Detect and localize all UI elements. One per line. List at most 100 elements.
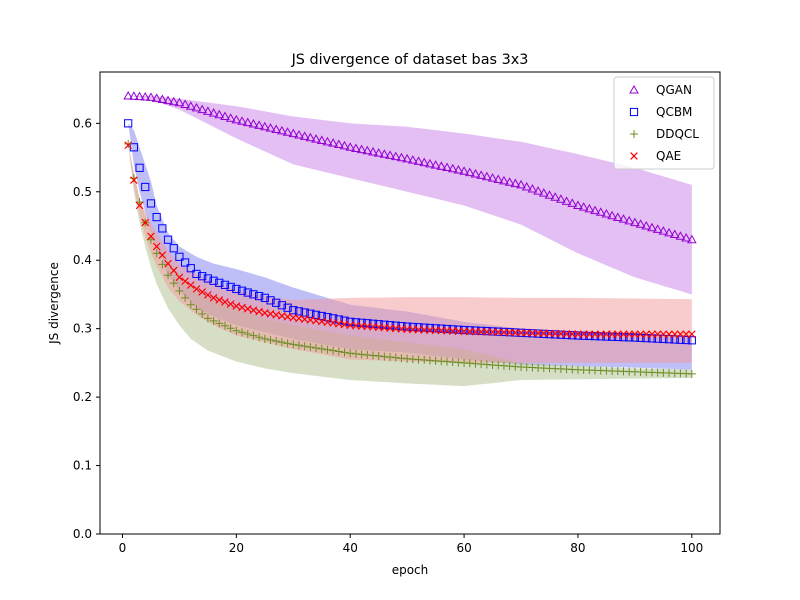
data-point-ddqcl (289, 340, 298, 349)
data-point-ddqcl (368, 351, 377, 360)
legend-item-ddqcl: DDQCL (630, 127, 699, 141)
data-point-qcbm (203, 274, 212, 283)
data-point-qgan (339, 140, 350, 150)
data-point-qae (147, 232, 155, 241)
data-point-qae (192, 285, 201, 293)
data-point-qcbm (243, 288, 252, 297)
data-point-qgan (578, 202, 589, 211)
data-point-qgan (550, 192, 561, 201)
data-point-qae (557, 329, 565, 338)
data-point-qgan (197, 104, 208, 114)
data-point-qae (619, 330, 628, 338)
data-point-qae (602, 330, 611, 338)
data-point-qcbm (539, 329, 548, 338)
data-point-qgan (561, 196, 572, 205)
data-point-qgan (316, 135, 327, 144)
data-point-qgan (146, 92, 156, 101)
data-point-qae (471, 327, 480, 336)
data-point-qgan (413, 156, 424, 165)
data-point-qgan (544, 190, 555, 199)
data-point-qcbm (494, 327, 503, 336)
data-point-qgan (658, 226, 669, 235)
data-point-ddqcl (169, 279, 178, 288)
data-point-qae (613, 330, 622, 338)
data-point-qgan (686, 234, 697, 244)
data-point-qcbm (289, 306, 298, 315)
data-point-qae (238, 303, 246, 312)
x-axis: 0 20 40 60 80 100 (119, 534, 703, 555)
data-point-ddqcl (203, 314, 212, 323)
data-point-ddqcl (255, 333, 264, 342)
data-point-qgan (436, 161, 447, 170)
data-point-qgan (453, 165, 464, 174)
series-ddqcl (124, 139, 696, 378)
data-point-ddqcl (312, 343, 321, 352)
data-point-qgan (288, 128, 299, 138)
data-point-qae (226, 300, 235, 308)
data-point-qae (164, 259, 172, 268)
data-point-qcbm (505, 328, 514, 337)
data-point-ddqcl (351, 349, 360, 358)
data-point-qae (403, 325, 411, 334)
y-tick-label: 0.6 (73, 116, 92, 130)
band-qae (128, 145, 692, 363)
data-point-qgan (333, 139, 344, 149)
data-point-qae (443, 326, 451, 335)
data-point-qae (409, 325, 417, 334)
data-point-qgan (299, 131, 310, 140)
data-point-qgan (567, 198, 578, 207)
data-point-qcbm (653, 334, 662, 343)
data-point-qgan (362, 145, 373, 155)
data-point-qcbm (294, 307, 304, 316)
data-point-qae (477, 327, 485, 336)
data-point-qcbm (124, 119, 133, 128)
data-point-qcbm (528, 329, 537, 338)
x-tick-label: 80 (570, 541, 585, 555)
y-axis: 0.0 0.1 0.2 0.3 0.4 0.5 0.6 (73, 116, 100, 541)
data-point-ddqcl (300, 342, 309, 351)
x-axis-label: epoch (392, 563, 429, 577)
data-point-qae (414, 325, 423, 334)
data-point-qgan (277, 125, 287, 135)
data-point-qcbm (477, 326, 486, 335)
data-point-qgan (493, 174, 504, 183)
data-point-ddqcl (215, 319, 224, 328)
data-point-qgan (322, 136, 333, 146)
data-point-qae (642, 330, 651, 338)
data-point-qcbm (277, 301, 287, 310)
data-point-qgan (669, 229, 680, 239)
legend-box (613, 76, 715, 170)
data-point-qgan (447, 163, 458, 173)
x-tick-label: 20 (229, 541, 244, 555)
data-point-qae (255, 307, 263, 316)
band-qgan (128, 95, 692, 295)
data-point-qgan (248, 119, 259, 128)
data-point-qcbm (682, 335, 691, 345)
data-point-qgan (271, 124, 282, 133)
data-point-qae (483, 328, 491, 336)
data-point-qcbm (215, 278, 224, 287)
data-point-qae (249, 306, 258, 315)
data-point-qae (591, 330, 599, 338)
data-point-qcbm (488, 327, 497, 336)
data-point-ddqcl (283, 339, 292, 348)
chart-title: JS divergence of dataset bas 3x3 (291, 52, 529, 68)
data-point-qgan (641, 220, 652, 230)
data-point-qcbm (249, 290, 258, 299)
data-point-qae (460, 327, 468, 336)
data-point-qgan (630, 217, 640, 227)
data-point-qcbm (306, 309, 315, 318)
data-point-ddqcl (334, 347, 343, 356)
data-point-qgan (590, 205, 600, 215)
data-point-qcbm (198, 272, 207, 281)
y-tick-label: 0.3 (73, 322, 92, 336)
data-point-ddqcl (340, 348, 349, 357)
data-point-qcbm (522, 328, 531, 338)
data-point-qcbm (323, 313, 332, 322)
data-point-qgan (174, 97, 185, 107)
data-point-ddqcl (386, 353, 395, 362)
data-point-qgan (527, 184, 538, 193)
legend-label: QAE (656, 149, 681, 163)
data-point-ddqcl (391, 353, 400, 362)
data-point-qae (636, 330, 645, 338)
